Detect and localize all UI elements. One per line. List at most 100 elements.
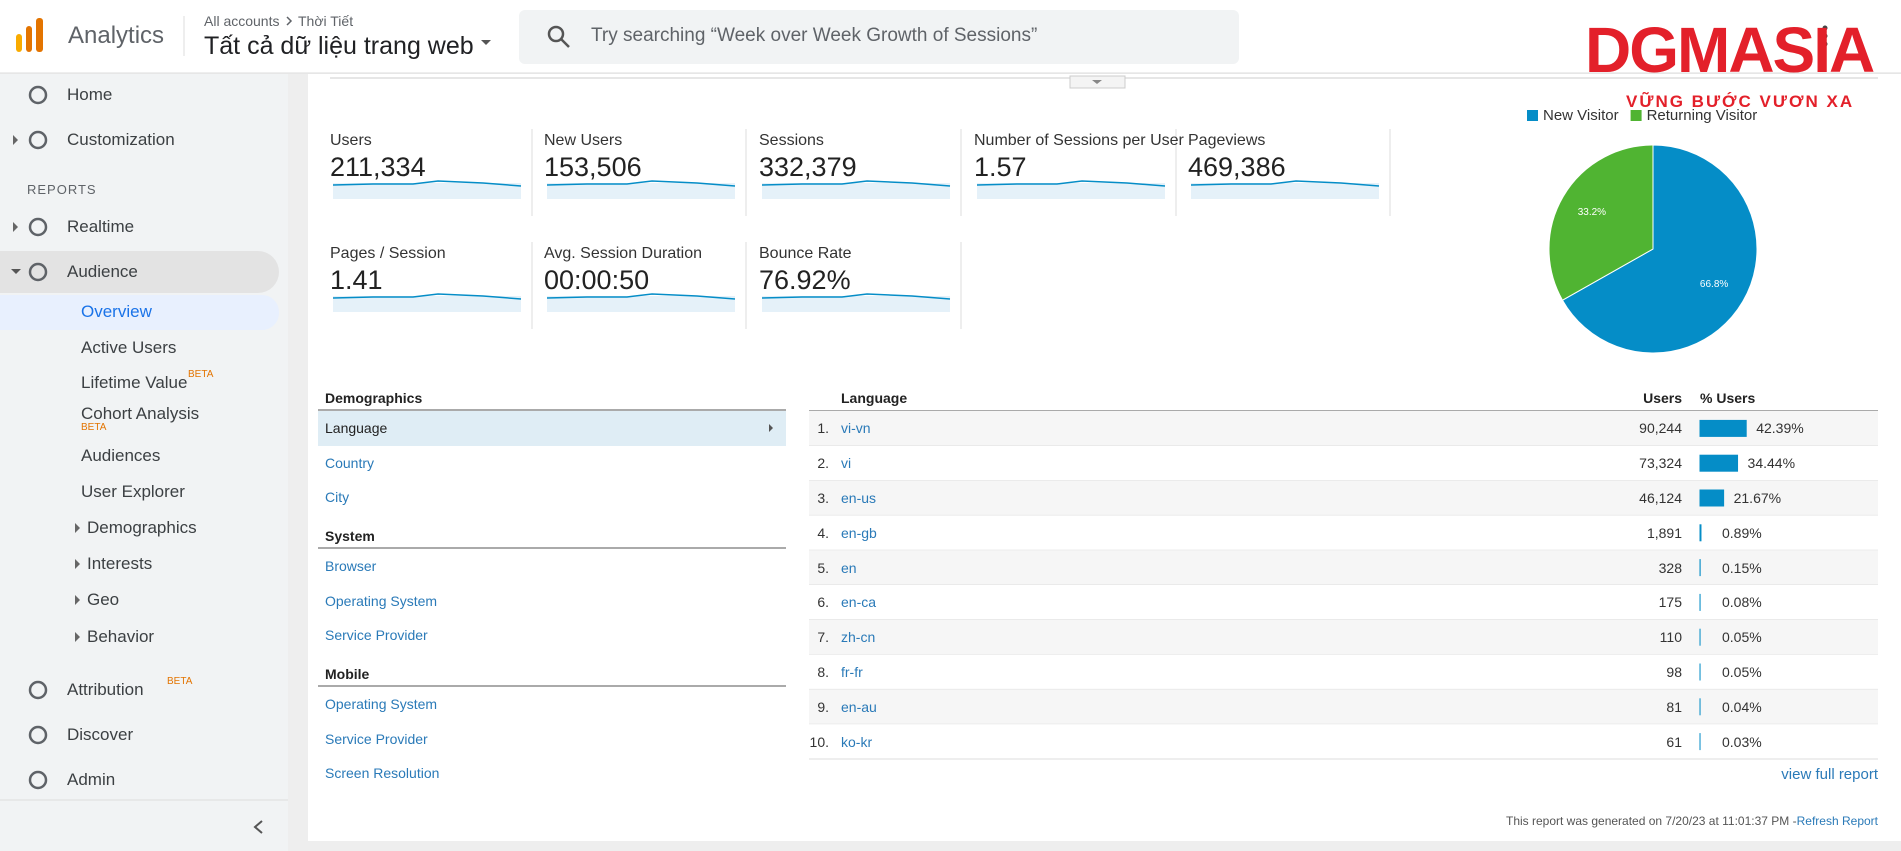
metric-value: 153,506 <box>544 152 642 182</box>
percent-bar <box>1699 524 1702 542</box>
expand-arrow <box>75 595 80 605</box>
dropdown-icon[interactable] <box>481 40 491 45</box>
metric-value: 1.41 <box>330 265 383 295</box>
metric-label: Avg. Session Duration <box>544 245 703 262</box>
nav-item[interactable]: Audience <box>67 262 138 281</box>
metric-label: Bounce Rate <box>759 245 852 262</box>
nav-item[interactable]: Geo <box>87 590 120 609</box>
row-arrow <box>769 424 773 432</box>
users-value: 73,324 <box>1639 455 1682 472</box>
language-link[interactable]: fr-fr <box>841 664 863 680</box>
property-selector[interactable]: Tất cả dữ liệu trang web <box>204 32 474 60</box>
refresh-link[interactable]: Refresh Report <box>1796 814 1878 828</box>
menu-icon <box>1822 33 1828 39</box>
view-full-report[interactable]: view full report <box>1781 766 1878 783</box>
percent-label: 0.08% <box>1722 594 1762 611</box>
beta-badge: BETA <box>81 422 107 433</box>
nav-item[interactable]: Overview <box>81 302 152 321</box>
nav-icon <box>28 770 48 790</box>
sparkline <box>976 180 1166 187</box>
dimension-link[interactable]: Service Provider <box>325 731 428 747</box>
sparkline-area <box>762 183 950 199</box>
sparkline-area <box>1191 183 1379 199</box>
table-row <box>809 619 1878 655</box>
nav-item[interactable]: Realtime <box>67 217 135 236</box>
users-value: 98 <box>1666 664 1682 680</box>
row-rank: 9. <box>817 698 829 715</box>
menu-icon[interactable] <box>1822 25 1828 31</box>
metric-value: 469,386 <box>1188 152 1286 182</box>
nav-item[interactable]: Demographics <box>87 518 197 537</box>
language-link[interactable]: en-gb <box>841 524 877 541</box>
expand-arrow <box>11 269 21 274</box>
nav-item[interactable]: Admin <box>67 770 116 789</box>
nav-item[interactable]: Cohort Analysis <box>81 404 200 423</box>
sparkline-area <box>977 183 1165 199</box>
collapse-button[interactable] <box>253 820 263 834</box>
sparkline <box>761 180 951 187</box>
table-row <box>809 689 1878 725</box>
row-rank: 5. <box>817 559 829 576</box>
pie-slice <box>1561 144 1758 354</box>
row-rank: 2. <box>817 455 829 472</box>
dimension-link[interactable]: Browser <box>325 558 377 574</box>
row-rank: 6. <box>817 594 829 611</box>
percent-label: 0.05% <box>1722 629 1762 646</box>
nav-item[interactable]: Home <box>67 85 113 104</box>
nav-item[interactable]: Discover <box>67 725 134 744</box>
watermark-tagline: VỮNG BƯỚC VƯƠN XA <box>1626 92 1855 111</box>
column-header: Users <box>1643 390 1682 406</box>
pie-slice <box>1548 144 1654 301</box>
dimension-link[interactable]: Language <box>325 420 388 436</box>
dimension-link[interactable]: City <box>325 489 350 505</box>
nav-item[interactable]: Audiences <box>81 446 161 465</box>
nav-item[interactable]: Attribution <box>67 680 144 699</box>
breadcrumb: All accounts <box>204 13 280 29</box>
language-link[interactable]: ko-kr <box>841 733 873 750</box>
sparkline <box>761 293 951 300</box>
percent-label: 0.04% <box>1722 698 1762 715</box>
dimension-link[interactable]: Operating System <box>325 696 438 712</box>
nav-selected-bg <box>0 295 279 330</box>
nav-item[interactable]: Lifetime Value <box>81 373 188 392</box>
dimension-link[interactable]: Operating System <box>325 593 438 609</box>
language-link[interactable]: en-ca <box>841 594 877 611</box>
nav-item[interactable]: User Explorer <box>81 482 185 501</box>
legend-label: New Visitor <box>1543 107 1619 124</box>
nav-item[interactable]: Interests <box>87 554 153 573</box>
metric-value: 76.92% <box>759 265 851 295</box>
sparkline <box>1190 180 1380 187</box>
users-value: 46,124 <box>1639 490 1682 506</box>
dimension-link[interactable]: Country <box>325 455 375 471</box>
expand-arrow <box>13 135 18 145</box>
metric-label: Number of Sessions per User <box>974 132 1184 149</box>
metric-label: New Users <box>544 132 623 149</box>
language-link[interactable]: en-us <box>841 490 877 506</box>
dimension-link[interactable]: Service Provider <box>325 627 428 643</box>
column-header: Language <box>841 390 908 406</box>
percent-bar <box>1699 489 1725 507</box>
search-box[interactable] <box>519 10 1239 64</box>
nav-icon <box>28 725 48 745</box>
nav-item[interactable]: Behavior <box>87 627 155 646</box>
nav-item[interactable]: Customization <box>67 130 175 149</box>
metric-value: 211,334 <box>330 152 426 182</box>
metric-label: Users <box>330 132 372 149</box>
language-link[interactable]: zh-cn <box>841 629 876 646</box>
nav-item[interactable]: Active Users <box>81 338 177 357</box>
metric-label: Pageviews <box>1188 132 1266 149</box>
users-value: 175 <box>1658 594 1682 611</box>
product-name: Analytics <box>68 22 165 49</box>
dimension-link[interactable]: Screen Resolution <box>325 765 440 781</box>
search-placeholder[interactable]: Try searching “Week over Week Growth of … <box>591 25 1038 46</box>
selected-row <box>318 411 786 446</box>
language-link[interactable]: vi-vn <box>841 420 871 437</box>
row-rank: 3. <box>817 490 829 506</box>
percent-bar <box>1699 419 1747 437</box>
language-link[interactable]: en <box>841 559 857 576</box>
pie-label: 66.8% <box>1699 278 1729 290</box>
report-generated: This report was generated on 7/20/23 at … <box>1506 814 1797 828</box>
nav-icon <box>28 262 48 282</box>
language-link[interactable]: vi <box>841 455 852 472</box>
language-link[interactable]: en-au <box>841 698 877 715</box>
